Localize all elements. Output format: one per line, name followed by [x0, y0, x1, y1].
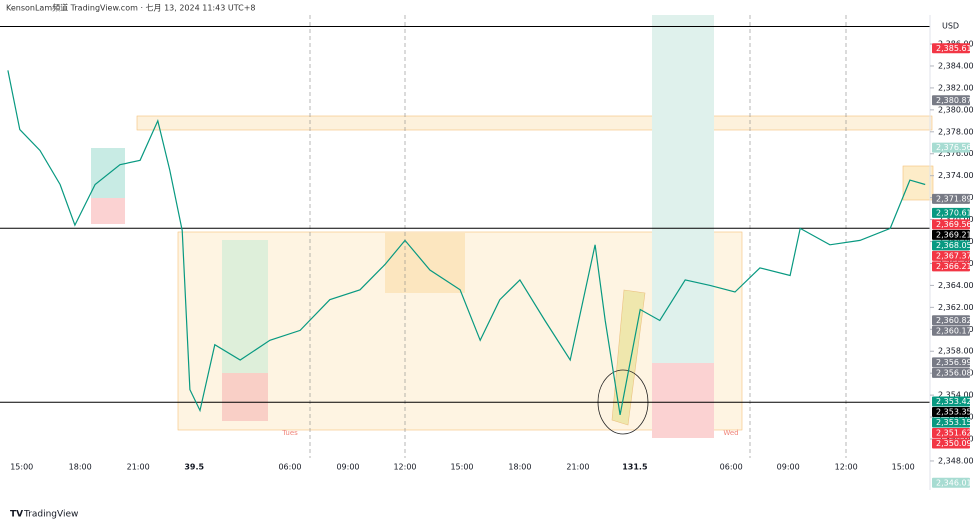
footer: TradingView — [23, 510, 78, 520]
price-label-text: 2,356.99 — [936, 358, 972, 367]
price-label-text: 2,367.37 — [936, 251, 972, 260]
price-axis: 2,348.002,350.002,352.002,354.002,356.00… — [930, 40, 974, 488]
zone-label: Wed — [723, 429, 738, 437]
price-label-text: 2,353.35 — [936, 407, 972, 416]
price-label — [932, 95, 970, 106]
logo-mark: TV — [10, 510, 23, 520]
x-tick-label: 131.5 — [622, 463, 648, 472]
y-tick-label: 2,380.00 — [938, 105, 974, 114]
x-tick-label: 12:00 — [393, 463, 416, 472]
price-label-text: 2,360.17 — [936, 326, 972, 335]
y-tick-label: 2,352.00 — [938, 413, 974, 422]
price-label — [932, 207, 970, 218]
price-label-text: 2,360.82 — [936, 316, 972, 325]
y-tick-label: 2,348.00 — [938, 456, 974, 465]
price-label-text: 2,366.21 — [936, 262, 972, 271]
price-label-text: 2,356.08 — [936, 368, 972, 377]
x-tick-label: 09:00 — [777, 463, 800, 472]
price-label-text: 2,368.05 — [936, 241, 972, 250]
price-label — [932, 427, 970, 438]
channel — [611, 289, 646, 426]
x-tick-label: 21:00 — [566, 463, 589, 472]
x-tick-label: 15:00 — [892, 463, 915, 472]
price-label — [932, 240, 970, 251]
time-axis — [0, 458, 930, 478]
position-loss — [91, 198, 125, 224]
price-label-text: 2,369.56 — [936, 220, 972, 229]
price-label-text: 2,350.09 — [936, 439, 972, 448]
price-label — [932, 325, 970, 336]
x-tick-label: 09:00 — [336, 463, 359, 472]
position-loss — [222, 373, 268, 421]
currency: USD — [942, 22, 959, 31]
price-label — [932, 229, 970, 240]
x-tick-label: 18:00 — [69, 463, 92, 472]
header: KensonLam頻道 TradingView.com · 七月 13, 202… — [6, 3, 256, 13]
price-label-text: 2,353.42 — [936, 397, 972, 406]
zone-label: Tues — [281, 429, 298, 437]
y-tick-label: 2,358.00 — [938, 347, 974, 356]
price-label-text: 2,369.21 — [936, 230, 972, 239]
plot — [0, 25, 930, 461]
y-tick-label: 2,362.00 — [938, 303, 974, 312]
y-tick-label: 2,384.00 — [938, 61, 974, 70]
price-label — [932, 219, 970, 230]
y-tick-label: 2,382.00 — [938, 83, 974, 92]
x-tick-label: 21:00 — [127, 463, 150, 472]
price-line — [7, 70, 926, 416]
price-label-text: 2,346.01 — [936, 478, 972, 487]
price-label — [932, 250, 970, 261]
x-tick-label: 06:00 — [720, 463, 743, 472]
price-label — [932, 367, 970, 378]
y-tick-label: 2,364.00 — [938, 281, 974, 290]
price-label — [932, 357, 970, 368]
x-tick-label: 18:00 — [508, 463, 531, 472]
price-label — [932, 417, 970, 428]
price-label-text: 2,385.61 — [936, 44, 972, 53]
y-tick-label: 2,374.00 — [938, 171, 974, 180]
position-profit — [222, 240, 268, 373]
price-label-text: 2,376.56 — [936, 143, 972, 152]
x-tick-label: 06:00 — [278, 463, 301, 472]
price-label — [932, 142, 970, 153]
price-label-text: 2,353.15 — [936, 418, 972, 427]
position-profit — [652, 15, 714, 363]
drawings: Tues Wed — [91, 15, 934, 460]
price-label — [932, 477, 970, 488]
price-label — [932, 315, 970, 326]
y-tick-label: 2,376.00 — [938, 149, 974, 158]
price-label — [932, 193, 970, 204]
x-tick-label: 15:00 — [450, 463, 473, 472]
price-label — [932, 261, 970, 272]
y-tick-label: 2,354.00 — [938, 391, 974, 400]
x-tick-label: 39.5 — [184, 463, 204, 472]
price-label — [932, 396, 970, 407]
y-tick-label: 2,378.00 — [938, 127, 974, 136]
zone — [136, 115, 933, 131]
price-label — [932, 406, 970, 417]
position-profit — [91, 148, 125, 198]
price-label-text: 2,351.62 — [936, 428, 972, 437]
zone — [385, 233, 465, 293]
x-tick-label: 12:00 — [835, 463, 858, 472]
price-label-text: 2,371.89 — [936, 194, 972, 203]
price-label-text: 2,380.87 — [936, 96, 972, 105]
price-label — [932, 438, 970, 449]
x-tick-label: 15:00 — [10, 463, 33, 472]
price-label-text: 2,370.61 — [936, 208, 972, 217]
position-loss — [652, 363, 714, 438]
price-label — [932, 43, 970, 54]
